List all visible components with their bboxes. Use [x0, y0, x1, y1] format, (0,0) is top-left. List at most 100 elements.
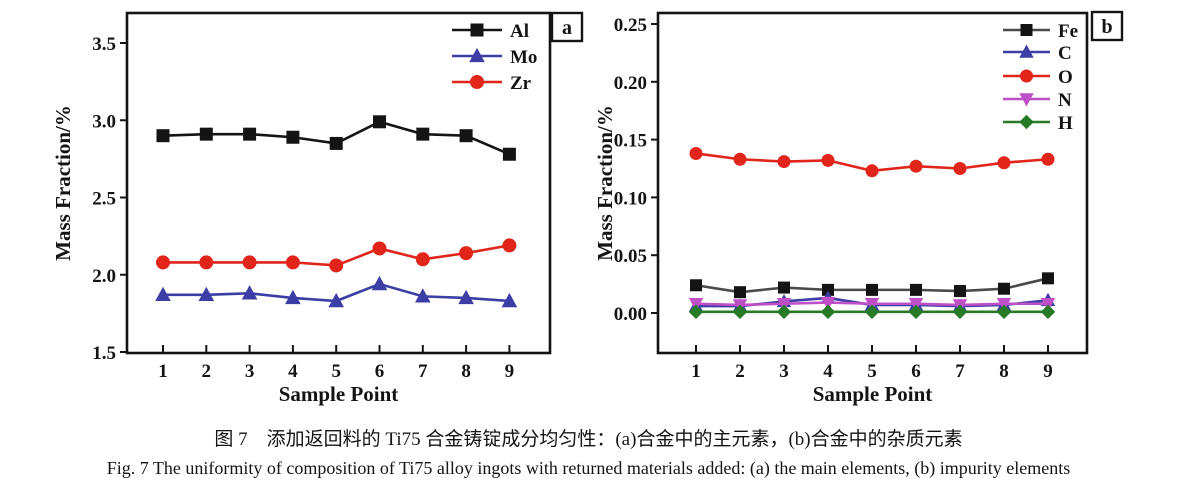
series-Al-marker	[502, 147, 516, 161]
series-Fe-marker	[910, 283, 922, 296]
x-tick-label: 1	[158, 361, 168, 382]
legend-marker	[470, 23, 484, 37]
panel-label-box	[1090, 10, 1124, 42]
series-Al-marker	[416, 127, 430, 141]
series-Mo-marker	[371, 275, 388, 291]
legend-label: Fe	[1058, 21, 1078, 42]
series-Al-marker	[243, 127, 257, 141]
x-tick-label: 5	[331, 361, 341, 382]
x-tick-label: 7	[955, 361, 965, 382]
series-Zr-marker	[156, 255, 170, 270]
caption-english: Fig. 7 The uniformity of composition of …	[106, 458, 1071, 478]
series-O-marker	[997, 156, 1011, 170]
y-tick-label: 0.00	[614, 304, 647, 325]
series-Fe-marker	[822, 283, 834, 296]
legend-label: O	[1058, 67, 1073, 88]
legend-label: Zr	[510, 73, 532, 94]
series-H-marker	[908, 304, 924, 320]
series-H-marker	[688, 304, 704, 320]
series-H-marker	[996, 304, 1012, 320]
x-tick-label: 8	[999, 361, 1009, 382]
x-tick-label: 5	[867, 361, 877, 382]
series-Fe-marker	[690, 279, 702, 292]
y-tick-label: 0.15	[614, 131, 647, 152]
legend-label: H	[1058, 113, 1073, 134]
series-H-marker	[820, 304, 836, 320]
series-Zr-marker	[285, 255, 300, 270]
x-tick-label: 6	[911, 361, 921, 382]
series-Al-marker	[156, 129, 170, 143]
series-N-marker	[820, 296, 836, 311]
series-Zr-marker	[502, 238, 517, 253]
chart-main-elements: 1.5 2.0 2.5 3.0 3.5 1 2 3 4 5 6 7 8 9 Sample Point Mass…	[51, 11, 584, 406]
series-Al-marker	[459, 129, 473, 143]
series-Al-marker	[329, 136, 343, 150]
series-Mo-marker	[458, 289, 474, 305]
legend-marker	[1019, 93, 1034, 107]
chart-impurity-elements: 0.00 0.05 0.10 0.15 0.20 0.25 1 2 3 4 5 6 7 8 9 Sample …	[593, 10, 1124, 406]
series-Zr-marker	[329, 258, 344, 273]
series-Mo-marker	[241, 285, 258, 300]
y-tick-label: 1.5	[92, 343, 116, 364]
series-Mo-marker	[415, 288, 431, 303]
panel-label: a	[562, 17, 572, 39]
x-tick-label: 3	[245, 361, 255, 382]
series-O-marker	[865, 164, 879, 178]
series-O-marker	[909, 159, 923, 173]
x-tick-label: 3	[779, 361, 789, 382]
series-Mo-marker	[285, 289, 301, 305]
y-tick-label: 2.0	[92, 266, 116, 287]
series-Fe-marker	[998, 282, 1010, 295]
x-tick-label: 8	[461, 361, 471, 382]
series-Al-marker	[373, 115, 386, 129]
y-tick-label: 0.20	[614, 73, 647, 94]
series-O-marker	[1041, 152, 1055, 166]
series-Fe-marker	[778, 281, 790, 294]
y-axis-title: Mass Fraction/%	[51, 105, 75, 261]
series-Zr-marker	[415, 252, 430, 267]
legend-label: Al	[510, 21, 529, 42]
x-tick-label: 2	[735, 361, 745, 382]
x-tick-label: 7	[418, 361, 428, 382]
legend-label: C	[1058, 43, 1072, 64]
legend-label: N	[1058, 90, 1072, 111]
series-O-marker	[953, 162, 967, 175]
plot-border	[125, 11, 552, 355]
x-tick-label: 4	[823, 361, 833, 382]
y-tick-label: 0.25	[614, 15, 647, 36]
y-tick-label: 0.10	[614, 188, 647, 209]
series-Fe-marker	[1042, 272, 1054, 285]
x-tick-label: 1	[691, 361, 701, 382]
legend-marker	[469, 47, 485, 63]
x-tick-label: 6	[375, 361, 385, 382]
legend-label: Mo	[510, 47, 537, 68]
series-H-marker	[776, 304, 792, 320]
legend-marker	[470, 75, 484, 89]
series-Mo-marker	[501, 292, 518, 308]
x-tick-label: 9	[505, 361, 515, 382]
x-tick-label: 9	[1043, 361, 1053, 382]
y-tick-label: 3.5	[92, 34, 116, 55]
series-Mo-marker	[198, 286, 215, 302]
x-axis-title: Sample Point	[813, 382, 933, 406]
series-Zr-marker	[242, 255, 257, 270]
series-H-marker	[732, 304, 748, 320]
series-O-marker	[777, 155, 791, 169]
y-axis-title: Mass Fraction/%	[593, 105, 617, 261]
series-O-marker	[821, 153, 835, 167]
x-tick-label: 4	[288, 361, 298, 382]
series-Mo-marker	[155, 286, 171, 302]
series-O-marker	[733, 152, 747, 166]
series-Zr-marker	[459, 246, 474, 261]
series-Al-marker	[286, 130, 300, 144]
series-O-marker	[689, 146, 703, 160]
series-Mo-marker	[328, 292, 344, 308]
legend-marker	[1020, 69, 1033, 83]
y-tick-label: 3.0	[92, 111, 116, 132]
series-H-marker	[864, 304, 880, 320]
caption-chinese: 图 7 添加返回料的 Ti75 合金铸锭成分均匀性：(a)合金中的主元素，(b)…	[214, 429, 963, 450]
panel-label-box	[550, 11, 584, 43]
series-Fe-marker	[954, 285, 966, 298]
panel-label: b	[1101, 16, 1112, 38]
